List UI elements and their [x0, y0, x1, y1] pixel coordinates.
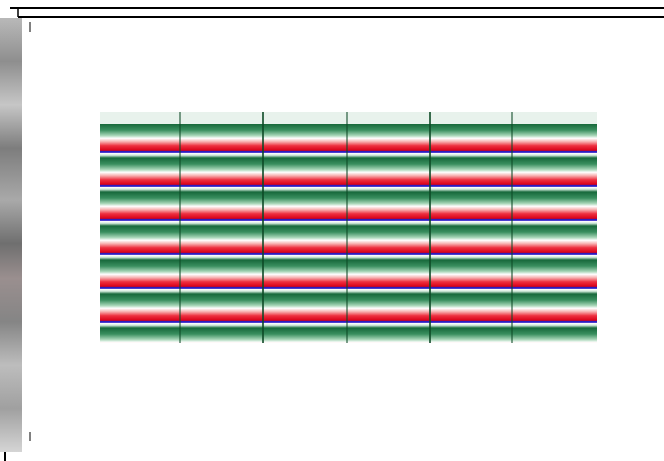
side-panel	[0, 18, 22, 452]
stripe-image	[100, 112, 597, 343]
screenshot	[0, 0, 664, 461]
image-top-band	[100, 112, 597, 124]
image-bands	[100, 124, 597, 343]
